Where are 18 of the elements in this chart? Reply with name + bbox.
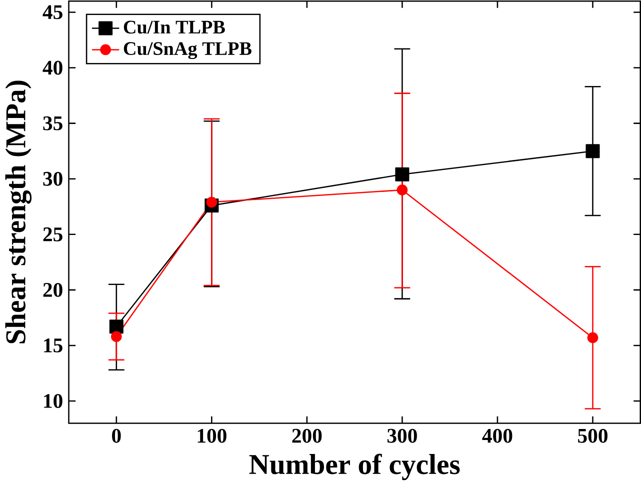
y-tick-label: 15	[44, 338, 62, 352]
x-tick-label: 0	[112, 428, 121, 443]
y-tick-label: 30	[43, 172, 62, 186]
y-tick-label: 35	[43, 116, 62, 130]
x-tick-label: 500	[578, 428, 608, 443]
x-tick-label: 400	[482, 428, 512, 443]
x-tick-label: 200	[292, 428, 322, 443]
y-tick-label: 25	[43, 227, 62, 242]
legend-label: Cu/SnAg TLPB	[124, 42, 252, 59]
y-tick-label: 45	[42, 5, 62, 19]
y-axis-title: Shear strength (MPa)	[5, 80, 32, 344]
y-tick-label: 20	[43, 282, 62, 297]
legend-label: Cu/In TLPB	[124, 20, 225, 34]
y-tick-label: 40	[42, 60, 62, 75]
x-tick-label: 100	[198, 428, 226, 443]
x-tick-label: 300	[387, 428, 417, 443]
x-axis-title: Number of cycles	[249, 454, 460, 480]
y-tick-label: 10	[44, 394, 62, 408]
